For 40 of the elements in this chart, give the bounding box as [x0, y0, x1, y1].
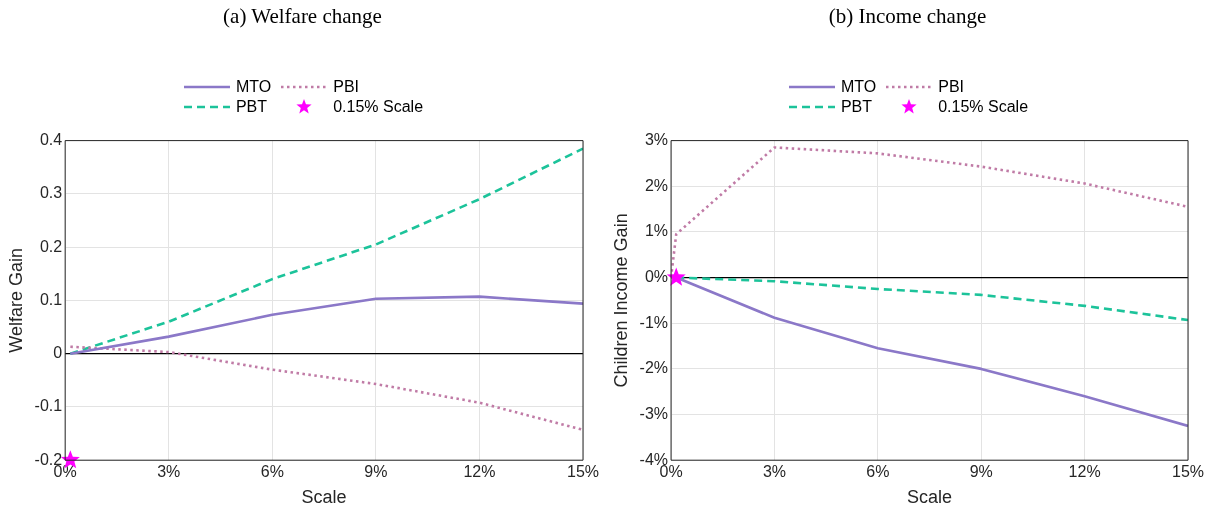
- y-tick-label: -2%: [639, 359, 669, 377]
- y-axis-title: Children Income Gain: [610, 213, 631, 388]
- y-axis-title: Welfare Gain: [5, 248, 26, 353]
- x-tick-label: 15%: [566, 463, 600, 481]
- x-tick-label: 12%: [1068, 463, 1101, 481]
- x-tick-label: 15%: [1171, 463, 1205, 481]
- x-tick-label: 9%: [364, 463, 388, 481]
- x-tick-label: 0%: [659, 463, 683, 481]
- chart-title: (a) Welfare change: [222, 4, 383, 29]
- x-axis-title: Scale: [907, 487, 953, 508]
- y-tick-label: 0.3: [39, 184, 63, 202]
- y-tick-label: 3%: [644, 131, 669, 149]
- x-tick-label: 9%: [969, 463, 993, 481]
- legend-label: PBT: [840, 98, 873, 116]
- y-tick-label: -1%: [639, 313, 669, 331]
- legend-label: MTO: [840, 78, 877, 96]
- y-tick-label: 0.1: [39, 290, 63, 308]
- chart-title: (b) Income change: [827, 4, 988, 29]
- y-tick-label: 0.4: [39, 131, 63, 149]
- legend-label: PBT: [235, 98, 268, 116]
- x-tick-label: 6%: [866, 463, 890, 481]
- legend-label: 0.15% Scale: [938, 98, 1029, 116]
- y-tick-label: -3%: [639, 404, 669, 422]
- y-tick-label: 1%: [644, 222, 669, 240]
- y-tick-label: -0.1: [34, 397, 63, 415]
- line-series: [69, 345, 583, 432]
- y-tick-label: 0: [53, 344, 63, 362]
- x-tick-label: 12%: [463, 463, 496, 481]
- x-tick-label: 3%: [762, 463, 787, 481]
- legend-label: PBI: [938, 78, 964, 96]
- y-tick-label: 2%: [644, 176, 669, 194]
- y-tick-label: 0.2: [39, 237, 63, 255]
- x-tick-label: 0%: [53, 463, 77, 481]
- legend-label: 0.15% Scale: [333, 98, 424, 116]
- x-tick-label: 6%: [260, 463, 284, 481]
- x-tick-label: 3%: [157, 463, 181, 481]
- legend-label: MTO: [235, 78, 272, 96]
- legend-label: PBI: [333, 78, 359, 96]
- y-tick-label: 0%: [644, 267, 669, 285]
- x-axis-title: Scale: [301, 487, 347, 508]
